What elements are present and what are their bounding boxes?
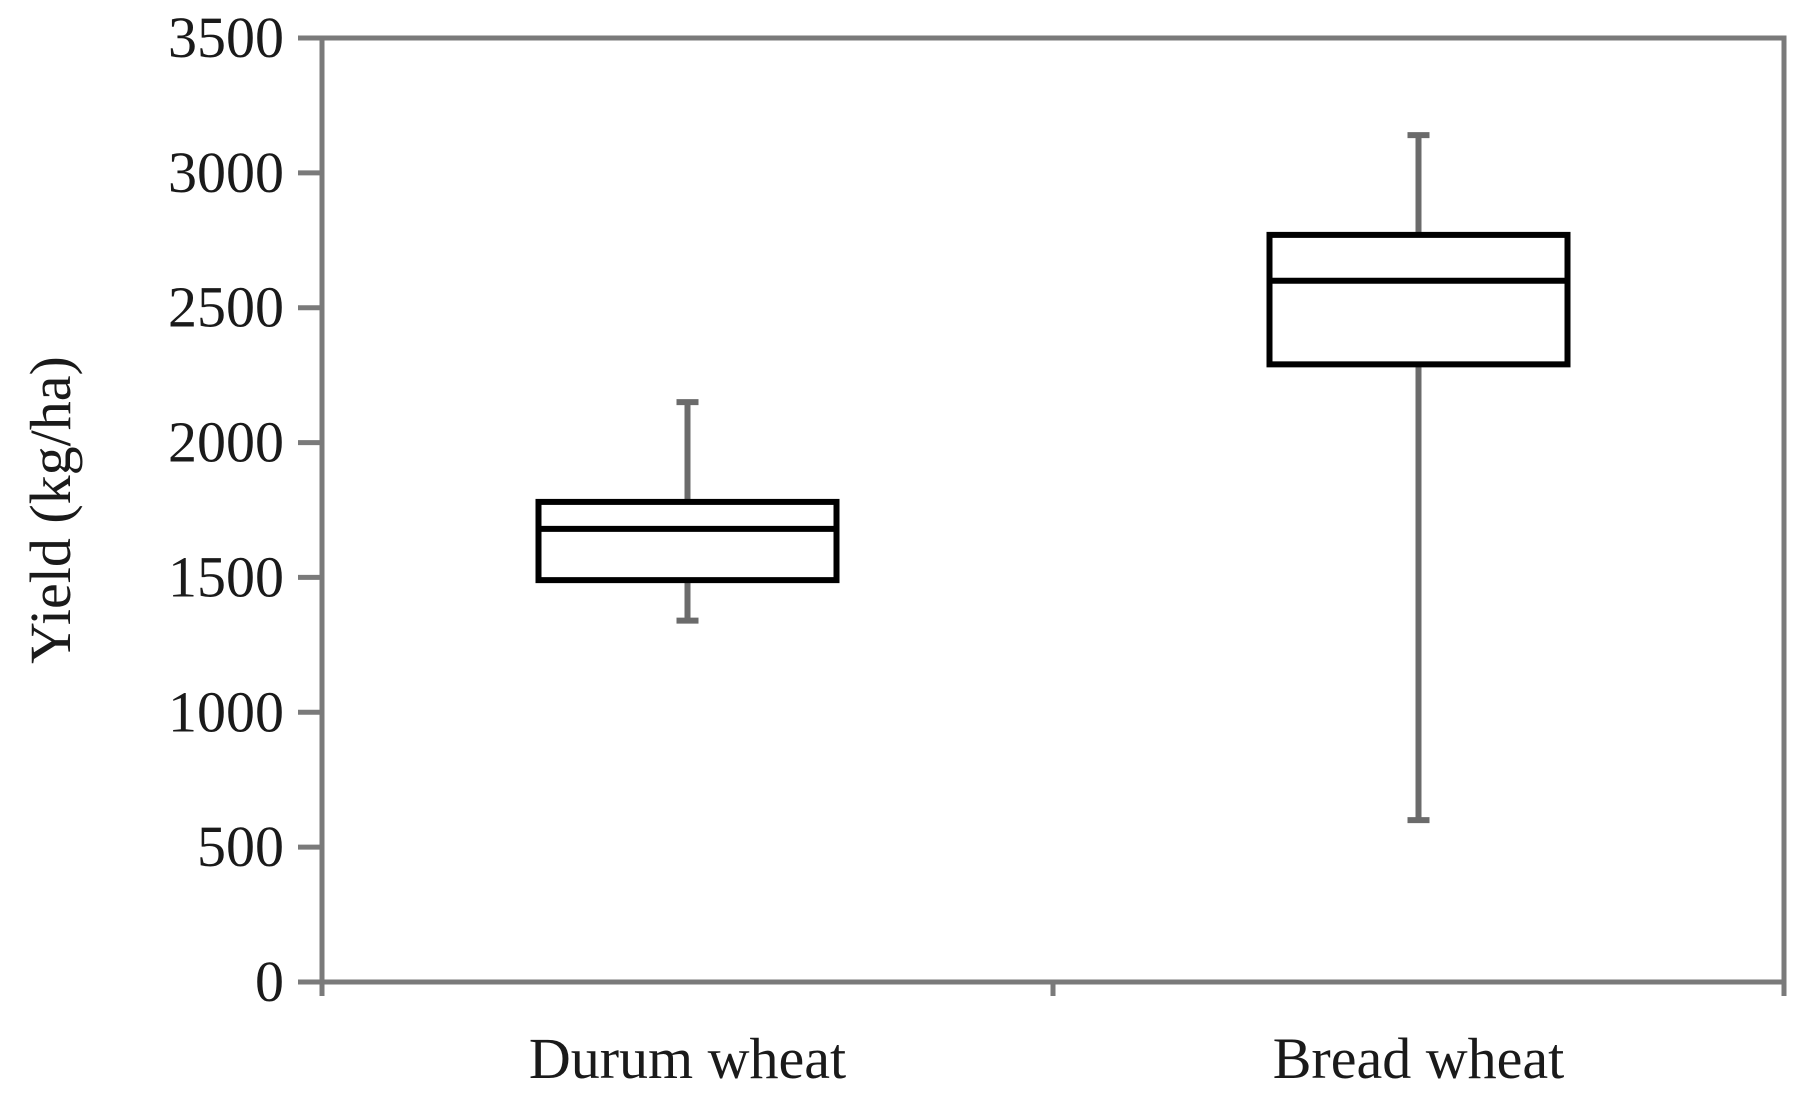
category-labels: Durum wheat Bread wheat [529,1026,1564,1091]
box-iqr [535,498,840,584]
y-tick-label: 500 [197,814,284,879]
y-tick-label: 2000 [168,410,284,475]
y-tick-label: 0 [255,949,284,1014]
y-tick-label: 3000 [168,140,284,205]
y-axis: 0 500 1000 1500 2000 2500 3000 3500 [168,5,322,1014]
category-label: Bread wheat [1273,1026,1564,1091]
box-1 [535,399,840,624]
boxes [535,132,1571,824]
y-tick-label: 2500 [168,275,284,340]
box-2 [1266,132,1571,824]
y-tick-label: 1500 [168,544,284,609]
x-axis [319,982,1787,996]
category-label: Durum wheat [529,1026,846,1091]
y-axis-title: Yield (kg/ha) [18,356,83,664]
y-tick-label: 1000 [168,679,284,744]
y-tick-label: 3500 [168,5,284,70]
box-iqr [1266,231,1571,368]
